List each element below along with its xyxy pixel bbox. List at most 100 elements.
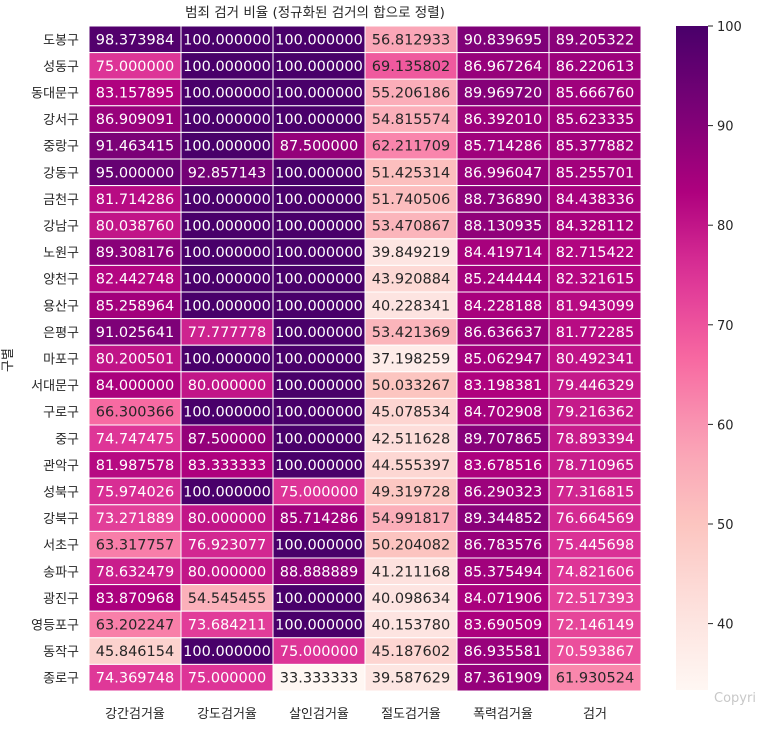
heatmap-cell <box>88 663 182 692</box>
heatmap-cell <box>180 663 274 692</box>
cell-value-label: 70.593867 <box>556 644 634 660</box>
cell-value-label: 85.714286 <box>464 139 542 155</box>
cell-value-label: 100.000000 <box>275 192 363 208</box>
cell-value-label: 80.038760 <box>96 219 174 235</box>
heatmap-cell <box>180 318 274 346</box>
colorbar-tick-label: 60 <box>717 418 734 433</box>
heatmap-cells: 98.373984 100.000000 100.000000 56.812933 90… <box>88 25 642 692</box>
heatmap-cell <box>364 504 458 532</box>
cell-value-label: 82.442748 <box>96 272 174 288</box>
cell-value-label: 100.000000 <box>183 245 271 261</box>
heatmap-cell <box>548 211 642 240</box>
cell-value-label: 100.000000 <box>275 591 363 607</box>
heatmap-cell <box>456 663 550 692</box>
cell-value-label: 54.991817 <box>372 511 450 527</box>
heatmap-cell <box>180 584 274 612</box>
heatmap-cell <box>364 557 458 586</box>
heatmap-cell <box>548 504 642 532</box>
cell-value-label: 80.492341 <box>556 352 634 368</box>
heatmap-cell <box>180 557 274 586</box>
heatmap-cell <box>88 477 182 506</box>
heatmap-cell <box>456 371 550 399</box>
cell-value-label: 89.969720 <box>464 86 542 102</box>
row-tick-label: 동대문구 <box>31 87 79 102</box>
cell-value-label: 40.098634 <box>372 591 450 607</box>
row-tick-label: 중랑구 <box>43 140 79 155</box>
cell-value-label: 100.000000 <box>183 59 271 75</box>
heatmap-cell <box>548 371 642 399</box>
column-labels: 강간검거율 강도검거율 살인검거율 절도검거율 폭력검거율 검거 <box>105 707 607 722</box>
cell-value-label: 56.812933 <box>372 32 450 48</box>
cell-value-label: 95.000000 <box>96 165 174 181</box>
cell-value-label: 86.909091 <box>96 112 174 128</box>
cell-value-label: 49.319728 <box>372 485 450 501</box>
cell-value-label: 85.375494 <box>464 564 542 580</box>
heatmap-cell <box>456 238 550 266</box>
colorbar-tick-label: 70 <box>717 319 734 334</box>
heatmap-cell <box>456 344 550 373</box>
row-tick-label: 은평구 <box>43 326 79 341</box>
row-tick-label: 금천구 <box>43 193 79 208</box>
cell-value-label: 79.446329 <box>556 378 634 394</box>
cell-value-label: 100.000000 <box>183 272 271 288</box>
cell-value-label: 100.000000 <box>275 618 363 634</box>
row-tick-label: 용산구 <box>43 299 79 314</box>
colorbar: 40 50 60 70 80 90 100 <box>676 20 742 690</box>
cell-value-label: 74.821606 <box>556 564 634 580</box>
cell-value-label: 100.000000 <box>183 112 271 128</box>
cell-value-label: 74.747475 <box>96 431 174 447</box>
heatmap-cell <box>88 25 182 54</box>
cell-value-label: 83.870968 <box>96 591 174 607</box>
row-tick-label: 중구 <box>55 432 79 447</box>
cell-value-label: 100.000000 <box>275 405 363 421</box>
cell-value-label: 66.300366 <box>96 405 174 421</box>
cell-value-label: 73.271889 <box>96 511 174 527</box>
cell-value-label: 42.511628 <box>372 431 450 447</box>
cell-value-label: 100.000000 <box>275 325 363 341</box>
cell-value-label: 87.500000 <box>188 431 266 447</box>
cell-value-label: 89.344852 <box>464 511 542 527</box>
cell-value-label: 90.839695 <box>464 32 542 48</box>
cell-value-label: 83.157895 <box>96 86 174 102</box>
heatmap-cell <box>272 451 366 479</box>
watermark-text: Copyri <box>714 691 756 706</box>
cell-value-label: 100.000000 <box>275 112 363 128</box>
cell-value-label: 100.000000 <box>183 139 271 155</box>
heatmap-cell <box>456 131 550 160</box>
cell-value-label: 51.425314 <box>372 165 450 181</box>
cell-value-label: 75.000000 <box>280 485 358 501</box>
heatmap-cell <box>272 105 366 133</box>
cell-value-label: 100.000000 <box>275 378 363 394</box>
cell-value-label: 86.996047 <box>464 165 542 181</box>
cell-value-label: 100.000000 <box>275 352 363 368</box>
cell-value-label: 100.000000 <box>183 298 271 314</box>
cell-value-label: 100.000000 <box>275 458 363 474</box>
heatmap-cell <box>548 424 642 453</box>
cell-value-label: 98.373984 <box>96 32 174 48</box>
heatmap-cell <box>272 371 366 399</box>
cell-value-label: 80.000000 <box>188 378 266 394</box>
heatmap-cell <box>364 637 458 665</box>
cell-value-label: 84.419714 <box>464 245 542 261</box>
heatmap-cell <box>548 105 642 133</box>
cell-value-label: 55.206186 <box>372 86 450 102</box>
cell-value-label: 77.777778 <box>188 325 266 341</box>
cell-value-label: 78.632479 <box>96 564 174 580</box>
cell-value-label: 100.000000 <box>275 59 363 75</box>
heatmap-cell <box>88 264 182 293</box>
cell-value-label: 84.702908 <box>464 405 542 421</box>
cell-value-label: 45.078534 <box>372 405 450 421</box>
heatmap-cell <box>88 238 182 266</box>
cell-value-label: 85.244444 <box>464 272 542 288</box>
heatmap-cell <box>272 584 366 612</box>
heatmap-cell <box>456 477 550 506</box>
cell-value-label: 91.463415 <box>96 139 174 155</box>
heatmap-cell <box>548 637 642 665</box>
cell-value-label: 100.000000 <box>275 86 363 102</box>
cell-value-label: 100.000000 <box>183 219 271 235</box>
heatmap-cell <box>548 663 642 692</box>
cell-value-label: 50.204082 <box>372 538 450 554</box>
cell-value-label: 39.587629 <box>372 671 450 687</box>
cell-value-label: 100.000000 <box>275 431 363 447</box>
cell-value-label: 40.228341 <box>372 298 450 314</box>
